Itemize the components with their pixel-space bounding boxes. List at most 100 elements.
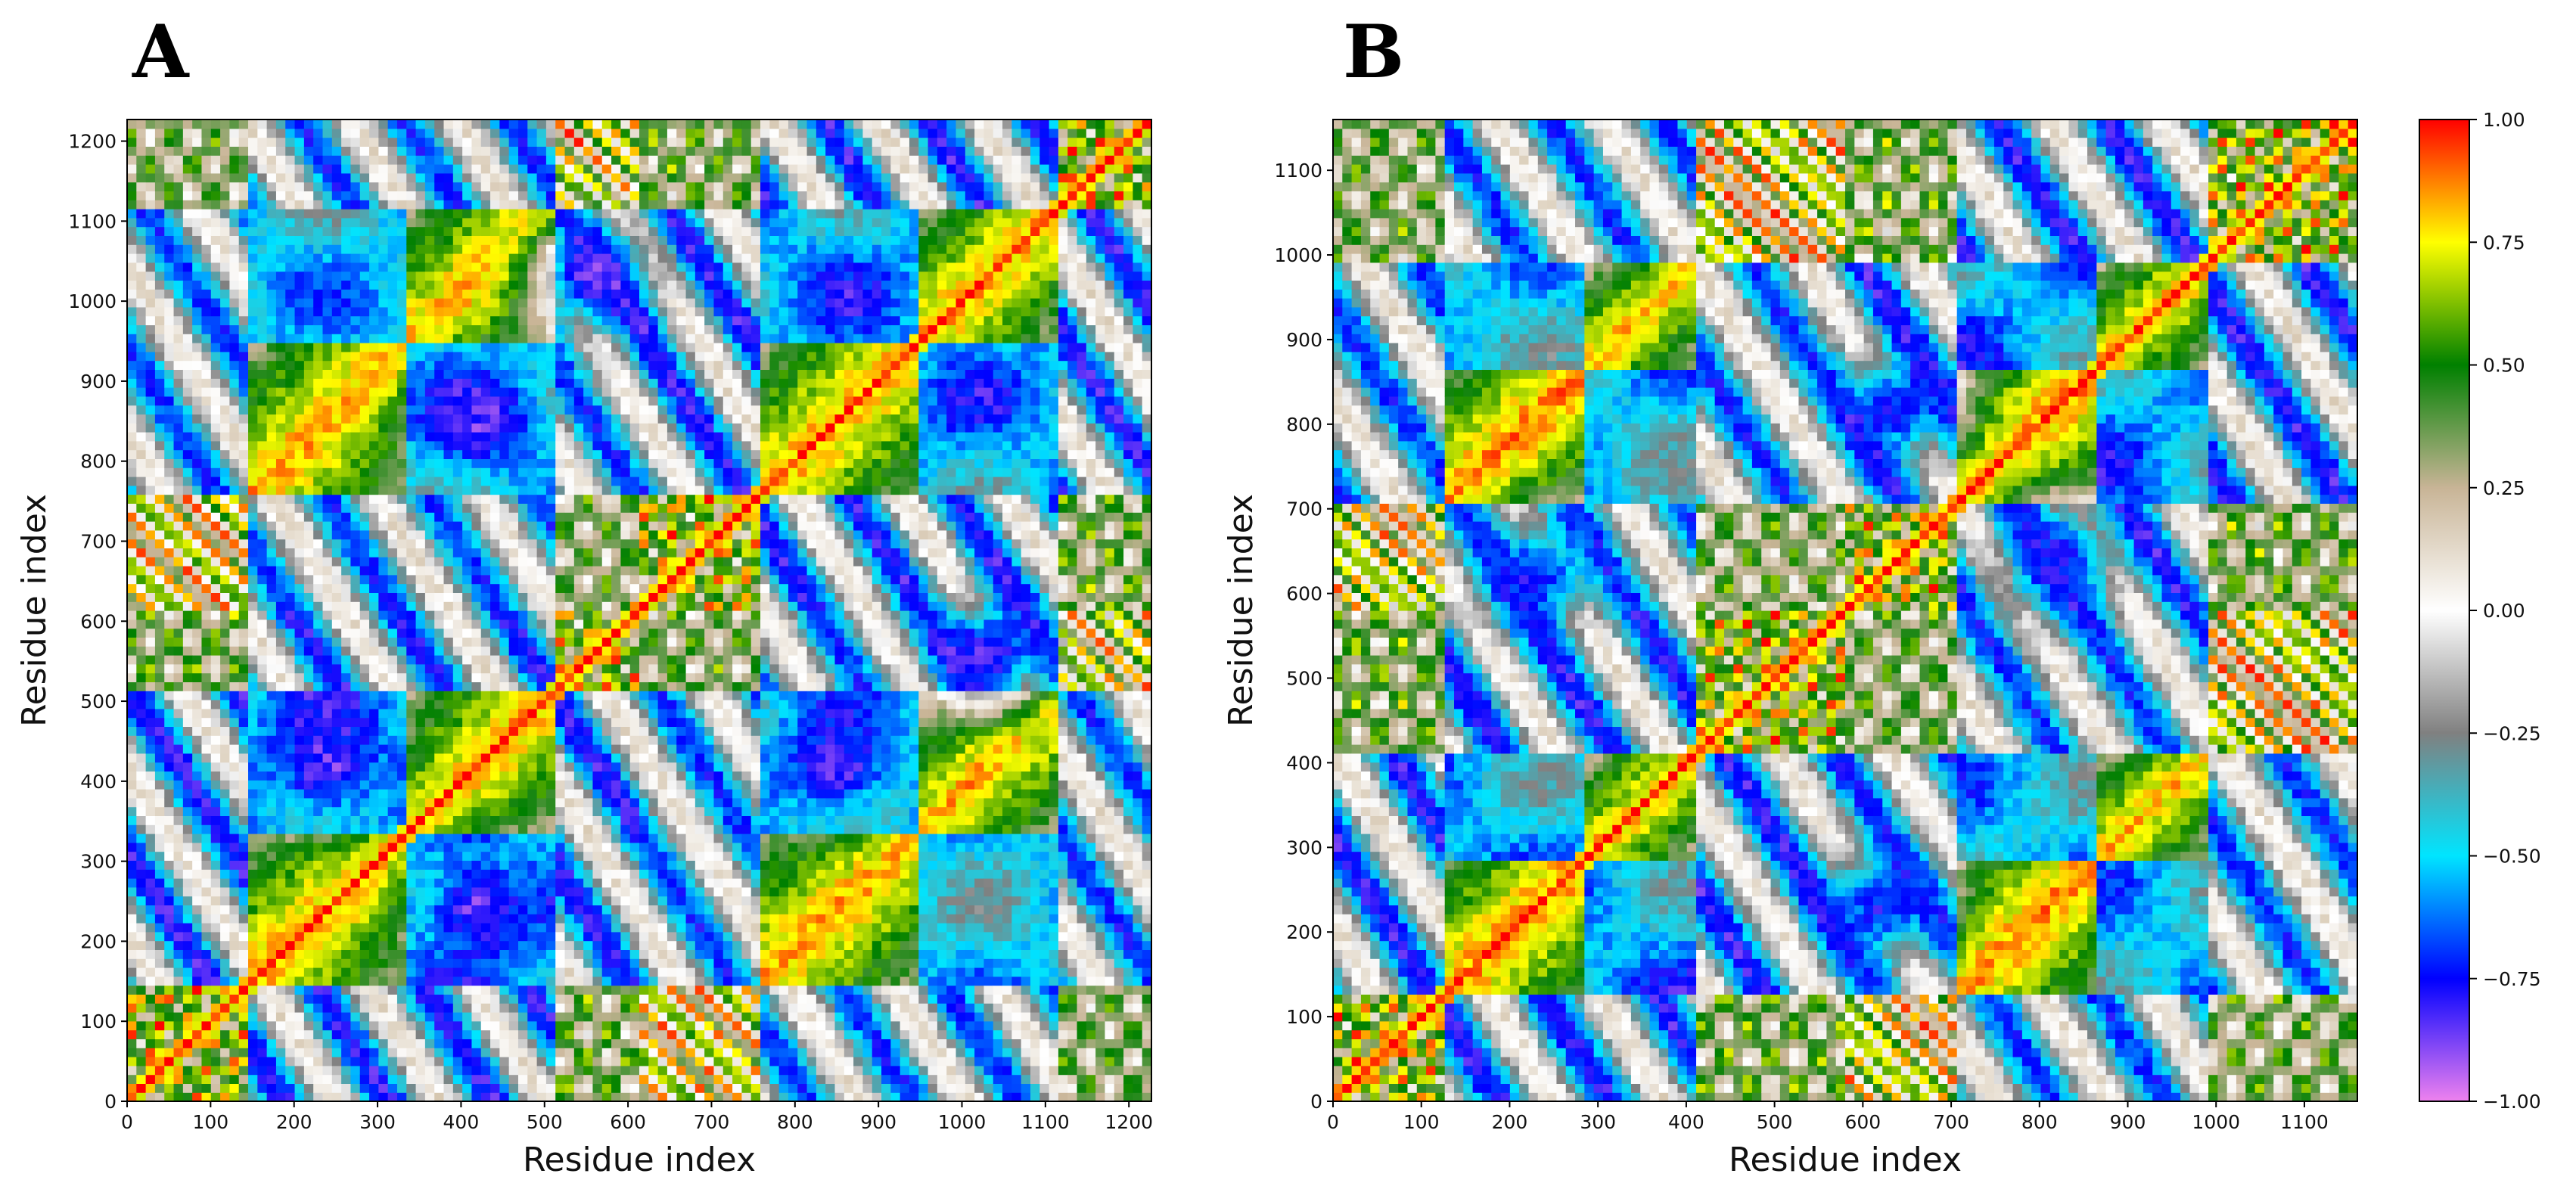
heatmap-cell: [174, 1030, 184, 1039]
heatmap-cell: [183, 941, 193, 950]
heatmap-cell: [127, 298, 137, 307]
heatmap-cell: [220, 503, 230, 512]
heatmap-cell: [164, 718, 174, 727]
heatmap-cell: [192, 709, 202, 718]
heatmap-cell: [174, 994, 184, 1003]
heatmap-cell: [192, 592, 202, 601]
heatmap-cell: [201, 218, 211, 227]
heatmap-cell: [257, 986, 267, 995]
heatmap-cell: [127, 780, 137, 789]
heatmap-cell: [174, 316, 184, 325]
heatmap-cell: [211, 726, 221, 735]
heatmap-cell: [239, 601, 249, 610]
heatmap-cell: [164, 369, 174, 378]
heatmap-cell: [192, 1066, 202, 1075]
heatmap-cell: [136, 441, 146, 450]
heatmap-cell: [201, 324, 211, 334]
heatmap-cell: [220, 691, 230, 700]
heatmap-cell: [127, 1012, 137, 1021]
heatmap-cell: [211, 512, 221, 521]
heatmap-cell: [211, 324, 221, 334]
heatmap-cell: [229, 700, 239, 709]
heatmap-cell: [192, 477, 202, 486]
heatmap-cell: [239, 700, 249, 709]
heatmap-cell: [136, 235, 146, 244]
heatmap-cell: [229, 610, 239, 619]
heatmap-cell: [239, 905, 249, 914]
heatmap-cell: [201, 1030, 211, 1039]
heatmap-cell: [174, 986, 184, 995]
heatmap-cell: [164, 780, 174, 789]
heatmap-cell: [239, 780, 249, 789]
heatmap-cell: [146, 780, 156, 789]
heatmap-cell: [146, 619, 156, 629]
heatmap-cell: [257, 458, 267, 467]
heatmap-cell: [257, 655, 267, 664]
heatmap-cell: [192, 762, 202, 772]
heatmap-cell: [239, 289, 249, 298]
heatmap-cell: [229, 941, 239, 950]
heatmap-cell: [146, 477, 156, 486]
heatmap-cell: [211, 1075, 221, 1084]
heatmap-cell: [201, 843, 211, 852]
heatmap-cell: [211, 664, 221, 673]
heatmap-cell: [257, 503, 267, 512]
heatmap-cell: [239, 1012, 249, 1021]
heatmap-cell: [183, 691, 193, 700]
heatmap-cell: [146, 138, 156, 147]
heatmap-cell: [174, 771, 184, 780]
heatmap-cell: [257, 1092, 267, 1101]
heatmap-cell: [248, 530, 258, 539]
heatmap-cell: [127, 324, 137, 334]
heatmap-cell: [248, 646, 258, 655]
heatmap-cell: [146, 718, 156, 727]
heatmap-cell: [164, 548, 174, 557]
heatmap-cell: [136, 1030, 146, 1039]
heatmap-cell: [164, 958, 174, 967]
heatmap-cell: [211, 432, 221, 441]
heatmap-cell: [146, 173, 156, 182]
heatmap-cell: [192, 530, 202, 539]
heatmap-cell: [155, 780, 165, 789]
heatmap-cell: [174, 289, 184, 298]
heatmap-cell: [164, 905, 174, 914]
heatmap-cell: [136, 289, 146, 298]
heatmap-cell: [155, 396, 165, 405]
heatmap-cell: [220, 610, 230, 619]
heatmap-cell: [127, 771, 137, 780]
heatmap-cell: [267, 1066, 277, 1075]
heatmap-cell: [146, 548, 156, 557]
heatmap-cell: [201, 681, 211, 691]
heatmap-cell: [220, 629, 230, 638]
heatmap-cell: [127, 486, 137, 495]
heatmap-cell: [183, 878, 193, 887]
heatmap-cell: [239, 262, 249, 272]
heatmap-cell: [127, 718, 137, 727]
heatmap-cell: [192, 584, 202, 593]
heatmap-cell: [155, 253, 165, 262]
heatmap-cell: [164, 191, 174, 200]
heatmap-cell: [183, 1039, 193, 1048]
heatmap-cell: [183, 423, 193, 432]
heatmap-cell: [239, 592, 249, 601]
heatmap-cell: [155, 280, 165, 289]
heatmap-cell: [267, 905, 277, 914]
heatmap-cell: [201, 272, 211, 281]
heatmap-cell: [192, 637, 202, 646]
heatmap-cell: [201, 235, 211, 244]
heatmap-cell: [136, 860, 146, 869]
heatmap-cell: [211, 129, 221, 138]
heatmap-cell: [183, 744, 193, 753]
heatmap-cell: [192, 414, 202, 423]
heatmap-cell: [174, 941, 184, 950]
heatmap-cell: [248, 753, 258, 762]
heatmap-cell: [155, 495, 165, 504]
heatmap-cell: [127, 655, 137, 664]
heatmap-cell: [174, 1048, 184, 1057]
heatmap-cell: [127, 949, 137, 958]
heatmap-cell: [211, 423, 221, 432]
heatmap-cell: [155, 1057, 165, 1066]
heatmap-cell: [267, 860, 277, 869]
heatmap-cell: [239, 1075, 249, 1084]
heatmap-cell: [248, 450, 258, 459]
